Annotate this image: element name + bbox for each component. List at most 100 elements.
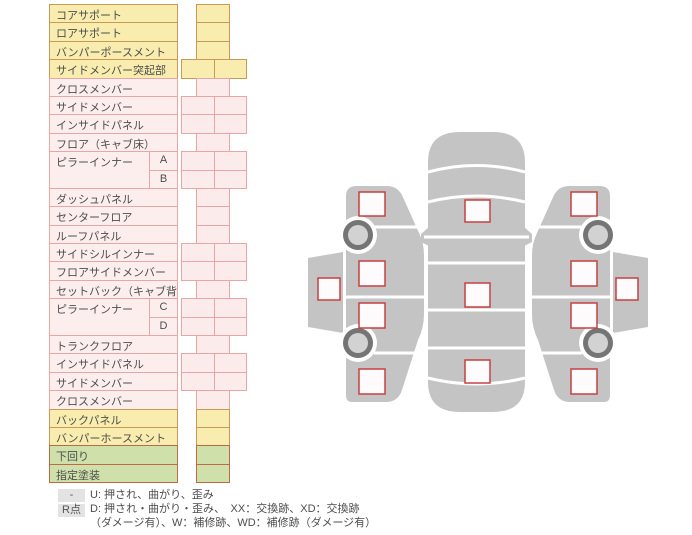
part-label: コアサポート [49, 4, 178, 24]
marker-cells [196, 224, 230, 245]
parts-row: センターフロア [49, 206, 289, 226]
marker-cell [213, 261, 247, 281]
marker-cell [196, 206, 230, 226]
part-label: 下回り [49, 445, 178, 465]
marker-right-sill [615, 277, 639, 301]
parts-row: ルーフパネル [49, 224, 289, 245]
part-label: バンパーホースメント [49, 426, 178, 447]
marker-cells [196, 40, 230, 61]
marker-cells [181, 114, 247, 134]
marker-right-front-door [570, 260, 598, 287]
parts-row: 指定塗装 [49, 463, 289, 484]
car-damage-diagram [308, 132, 648, 412]
marker-cell [196, 40, 230, 61]
marker-cells [196, 187, 230, 208]
part-label: ダッシュパネル [49, 187, 178, 208]
part-sublabel: A [149, 151, 178, 171]
marker-left-front-fender [358, 191, 386, 217]
marker-left-rear-door [358, 302, 386, 329]
parts-row: セットバック（キャブ背） [49, 279, 289, 300]
marker-cells [196, 408, 230, 428]
parts-row: サイドメンバー [49, 95, 289, 116]
right-front-wheel [579, 216, 617, 254]
left-front-wheel [339, 216, 377, 254]
parts-row: サイドメンバー突起部 [49, 59, 289, 79]
marker-cell [196, 187, 230, 208]
parts-row: フロア（キャブ床） [49, 132, 289, 153]
parts-row: バックパネル [49, 408, 289, 428]
marker-cells [181, 243, 247, 263]
right-side-view [532, 186, 648, 402]
marker-cell [181, 95, 215, 116]
marker-cell [196, 390, 230, 410]
marker-cells [181, 316, 247, 337]
marker-cells [196, 77, 230, 97]
marker-left-rear-fender [358, 368, 386, 395]
left-side-view [308, 186, 424, 402]
marker-cells [196, 445, 230, 465]
marker-cells [181, 371, 247, 392]
marker-cell [213, 371, 247, 392]
parts-row: B [49, 169, 289, 189]
part-label: インサイドパネル [49, 114, 178, 134]
marker-cells [181, 151, 247, 171]
parts-row: サイドシルインナー [49, 243, 289, 263]
marker-cell [196, 426, 230, 447]
marker-cell [213, 151, 247, 171]
marker-trunk [464, 359, 491, 384]
marker-cell [181, 298, 215, 318]
marker-cell [196, 132, 230, 153]
part-label: バックパネル [49, 408, 178, 428]
marker-cell [213, 59, 247, 79]
parts-row: サイドメンバー [49, 371, 289, 392]
marker-cell [181, 353, 215, 373]
marker-cell [196, 445, 230, 465]
marker-cell [196, 4, 230, 24]
marker-cell [213, 243, 247, 263]
parts-row: ピラーインナー C [49, 298, 289, 337]
marker-cells [196, 4, 230, 24]
parts-row: トランクフロア [49, 335, 289, 355]
legend-text-rpoint: D: 押され・曲がり・歪み、 XX：交換跡、XD：交換跡 [90, 503, 360, 515]
part-sublabel: D [149, 316, 178, 337]
parts-row: ダッシュパネル [49, 187, 289, 208]
part-label: インサイドパネル [49, 353, 178, 373]
parts-row: クロスメンバー [49, 77, 289, 97]
parts-row: バンパーホースメント [49, 426, 289, 447]
marker-cells [181, 59, 247, 79]
marker-cell [213, 298, 247, 318]
marker-cells [196, 390, 230, 410]
parts-row: コアサポート [49, 4, 289, 24]
part-label: ルーフパネル [49, 224, 178, 245]
marker-cell [181, 243, 215, 263]
marker-right-rear-fender [570, 368, 598, 395]
marker-hood [464, 199, 491, 223]
marker-left-sill [317, 277, 341, 301]
marker-cell [196, 335, 230, 355]
part-label: センターフロア [49, 206, 178, 226]
marker-cells [196, 132, 230, 153]
part-label: フロアサイドメンバー [49, 261, 178, 281]
parts-row: フロアサイドメンバー [49, 261, 289, 281]
left-rear-wheel [339, 324, 377, 362]
part-label: セットバック（キャブ背） [49, 279, 178, 300]
top-view-body [428, 132, 525, 412]
marker-cell [181, 169, 215, 189]
marker-cells [196, 279, 230, 300]
marker-right-front-fender [570, 191, 598, 217]
part-label: バンパーポースメント [49, 40, 178, 61]
parts-row: ロアサポート [49, 22, 289, 42]
legend-text-rpoint-cont: （ダメージ有）、W：補修跡、WD：補修跡（ダメージ有） [90, 517, 377, 529]
marker-cell [181, 261, 215, 281]
marker-cells [181, 353, 247, 373]
parts-row: 下回り [49, 445, 289, 465]
part-label: ピラーインナー [49, 298, 150, 337]
parts-row: インサイドパネル [49, 353, 289, 373]
marker-cell [196, 224, 230, 245]
marker-cell [181, 371, 215, 392]
right-rear-wheel [579, 324, 617, 362]
marker-cell [181, 316, 215, 337]
part-label: サイドメンバー [49, 95, 178, 116]
part-label: クロスメンバー [49, 390, 178, 410]
